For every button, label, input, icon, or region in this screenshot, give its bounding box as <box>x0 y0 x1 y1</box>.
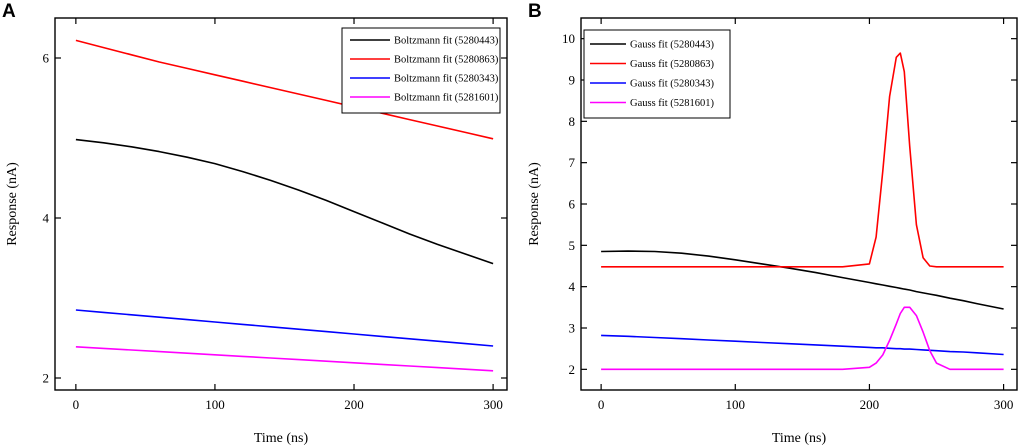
panel-b-xlabel: Time (ns) <box>772 431 827 446</box>
series-line-3 <box>601 334 1004 356</box>
panel-b-tick-labels: 0 100 200 300 2 3 4 5 6 7 8 9 10 <box>562 31 1013 412</box>
y-tick-label: 8 <box>569 114 576 129</box>
legend-label-4: Boltzmann fit (5281601) <box>394 93 499 104</box>
panel-a-xlabel: Time (ns) <box>254 431 309 446</box>
series-line-2 <box>75 39 494 140</box>
x-tick-label: 200 <box>344 397 364 412</box>
panel-a-legend-entries: Boltzmann fit (5280443) Boltzmann fit (52… <box>350 36 499 104</box>
panel-b-legend-entries: Gauss fit (5280443) Gauss fit (5280863) Ga… <box>590 40 714 109</box>
series-line-1 <box>601 250 1004 310</box>
legend-label-1: Gauss fit (5280443) <box>630 40 714 51</box>
x-tick-label: 100 <box>205 397 225 412</box>
y-tick-label: 9 <box>569 73 576 88</box>
panel-a-series <box>75 39 494 372</box>
x-tick-label: 200 <box>860 397 880 412</box>
series-line-2 <box>601 52 1004 268</box>
y-tick-label: 7 <box>569 155 576 170</box>
panel-b-series <box>601 52 1004 371</box>
series-line-4 <box>601 306 1004 371</box>
y-tick-label: 2 <box>43 371 50 386</box>
y-tick-label: 5 <box>569 238 576 253</box>
y-tick-label: 6 <box>43 51 50 66</box>
panel-a-letter: A <box>2 1 16 22</box>
panel-a-frame <box>54 17 508 391</box>
y-tick-label: 3 <box>569 321 576 336</box>
legend-label-4: Gauss fit (5281601) <box>630 98 714 109</box>
panel-a-ylabel: Response (nA) <box>5 162 20 246</box>
x-tick-label: 0 <box>73 397 80 412</box>
panel-a-tick-labels: 0 100 200 300 2 4 6 <box>43 51 503 413</box>
panel-a-ticks <box>55 18 507 390</box>
y-tick-label: 4 <box>43 211 50 226</box>
panel-b: B 0 100 200 300 2 3 4 5 6 7 8 9 10 Time (ns) Respons… <box>527 1 1018 446</box>
legend-label-2: Gauss fit (5280863) <box>630 59 714 70</box>
panel-b-legend: Gauss fit (5280443) Gauss fit (5280863) Ga… <box>583 29 731 119</box>
legend-label-1: Boltzmann fit (5280443) <box>394 36 499 47</box>
y-tick-label: 6 <box>569 197 576 212</box>
y-tick-label: 2 <box>569 362 576 377</box>
panel-b-letter: B <box>528 1 542 22</box>
x-tick-label: 300 <box>994 397 1014 412</box>
panel-a-legend: Boltzmann fit (5280443) Boltzmann fit (52… <box>341 27 501 114</box>
legend-label-2: Boltzmann fit (5280863) <box>394 55 499 66</box>
series-line-3 <box>75 309 494 347</box>
series-line-1 <box>75 138 494 265</box>
panel-a-legend-box <box>341 27 501 114</box>
y-tick-label: 10 <box>562 31 575 46</box>
x-tick-label: 300 <box>483 397 503 412</box>
x-tick-label: 0 <box>598 397 605 412</box>
x-tick-label: 100 <box>726 397 746 412</box>
legend-label-3: Gauss fit (5280343) <box>630 79 714 90</box>
series-line-4 <box>75 346 494 372</box>
y-tick-label: 4 <box>569 279 576 294</box>
panel-b-ylabel: Response (nA) <box>527 162 542 246</box>
legend-label-3: Boltzmann fit (5280343) <box>394 74 499 85</box>
